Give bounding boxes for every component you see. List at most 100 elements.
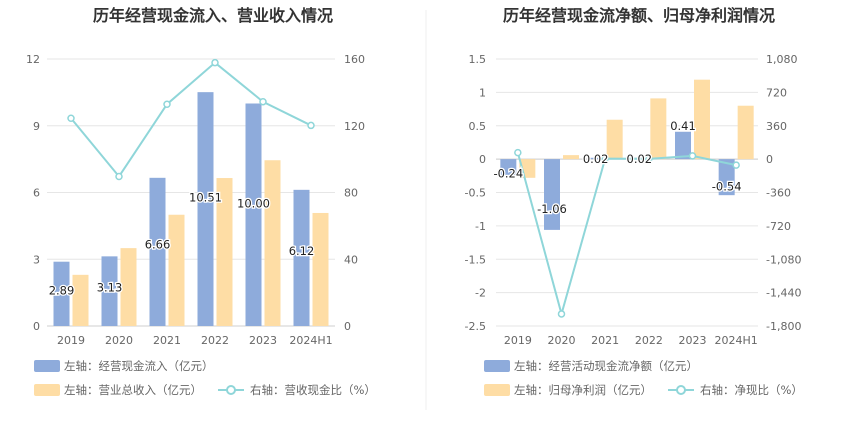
right-axis-tick-label: -720 (766, 220, 791, 233)
legend-swatch-bar-blue (484, 360, 510, 372)
bar-data-label: 10.00 (237, 197, 270, 211)
bar-yellow (72, 274, 89, 326)
left-axis-tick-label: 0.5 (469, 120, 487, 133)
ratio-line-point (645, 155, 653, 163)
ratio-line-point (259, 97, 267, 106)
bar-blue (293, 189, 310, 326)
right-axis-tick-label: -1,080 (766, 253, 801, 266)
bar-data-label: -1.06 (537, 202, 567, 216)
left-axis-tick-label: 0 (479, 153, 486, 166)
legend-label: 左轴：归母净利润（亿元） (514, 383, 652, 397)
x-axis-tick-label: 2021 (591, 334, 619, 347)
x-axis-tick-label: 2022 (201, 334, 229, 347)
bar-yellow (606, 119, 623, 160)
ratio-line (516, 152, 737, 318)
left-axis-tick-label: -1 (475, 220, 486, 233)
x-axis-tick-label: 2019 (504, 334, 532, 347)
right-chart-title: 历年经营现金流净额、归母净利润情况 (503, 6, 775, 25)
bar-yellow (650, 98, 667, 160)
bar-yellow (216, 178, 233, 326)
right-axis-tick-label: -360 (766, 187, 791, 200)
x-axis-tick-label: 2019 (57, 334, 85, 347)
ratio-line-point (557, 310, 566, 318)
right-axis-tick-label: 160 (344, 53, 365, 66)
bar-blue (587, 157, 604, 160)
bar-yellow (563, 155, 579, 160)
left-axis-tick-label: 1 (479, 86, 486, 99)
left-axis-tick-label: -2.5 (465, 320, 486, 333)
left-axis-tick-label: 12 (26, 53, 40, 66)
bar-blue (675, 131, 691, 160)
x-axis-tick-label: 2020 (548, 334, 576, 347)
bar-yellow (694, 79, 710, 160)
legend-label: 右轴：净现比（%） (700, 383, 803, 397)
right-legend: 左轴：经营活动现金流净额（亿元） 左轴：归母净利润（亿元） 右轴：净现比（%） (484, 359, 803, 397)
left-axis-tick-label: 3 (33, 253, 40, 266)
x-axis-tick-label: 2020 (105, 334, 133, 347)
bar-blue (101, 256, 118, 326)
x-axis-tick-label: 2023 (679, 334, 707, 347)
x-axis-tick-label: 2024H1 (289, 334, 332, 347)
bar-blue (149, 177, 166, 326)
left-chart-title: 历年经营现金流入、营业收入情况 (93, 6, 333, 25)
legend-swatch-bar-yellow (484, 384, 510, 396)
bar-blue (197, 92, 214, 326)
legend-swatch-bar-yellow (34, 384, 60, 396)
ratio-line-point (688, 152, 697, 160)
bar-data-label: -0.24 (493, 167, 523, 181)
bar-yellow (168, 214, 185, 326)
right-axis-tick-label: -1,800 (766, 320, 801, 333)
legend-swatch-marker (676, 385, 686, 395)
left-legend: 左轴：经营现金流入（亿元） 左轴：营业总收入（亿元） 右轴：营收现金比（%） (34, 359, 376, 397)
bar-data-label: 6.66 (145, 237, 171, 251)
ratio-line-point (732, 161, 740, 169)
bar-yellow (312, 212, 329, 326)
right-axis-tick-label: 360 (766, 120, 787, 133)
left-axis-tick-label: 0 (33, 320, 40, 333)
ratio-line-point (67, 114, 75, 122)
ratio-line-point (601, 154, 609, 163)
left-axis-tick-label: 6 (33, 187, 40, 200)
right-axis-tick-label: 40 (344, 253, 358, 266)
legend-label: 右轴：营收现金比（%） (250, 383, 376, 397)
right-axis-tick-label: 80 (344, 187, 358, 200)
left-axis-tick-label: -2 (475, 287, 486, 300)
right-axis-tick-label: 120 (344, 120, 365, 133)
ratio-line-point (163, 100, 171, 108)
x-axis-tick-label: 2023 (249, 334, 277, 347)
bar-data-label: 6.12 (289, 244, 315, 258)
bar-yellow (737, 105, 754, 160)
bar-blue (500, 159, 517, 176)
x-axis-tick-label: 2024H1 (715, 334, 758, 347)
left-axis-tick-label: -0.5 (465, 187, 486, 200)
bar-data-label: 2.89 (49, 284, 75, 298)
right-axis-tick-label: 720 (766, 86, 787, 99)
ratio-line-point (307, 121, 315, 130)
bar-data-label: -0.54 (712, 180, 742, 194)
legend-label: 左轴：经营现金流入（亿元） (64, 359, 214, 373)
ratio-line-point (211, 58, 219, 67)
left-axis-tick-label: 1.5 (469, 53, 487, 66)
bar-data-label: 10.51 (189, 190, 222, 204)
right-axis-tick-label: 0 (766, 153, 773, 166)
bar-blue (718, 159, 735, 196)
bar-blue (544, 159, 560, 230)
right-axis-tick-label: 1,080 (766, 53, 798, 66)
legend-label: 左轴：营业总收入（亿元） (64, 383, 202, 397)
right-panel: 历年经营现金流净额、归母净利润情况 1.5 1 0.5 0 -0.5 -1 -1.5 -2 -2… (465, 6, 802, 347)
bar-blue (53, 261, 70, 326)
right-axis-tick-label: 0 (344, 320, 351, 333)
left-axis-tick-label: -1.5 (465, 253, 486, 266)
legend-swatch-marker (226, 385, 236, 395)
x-axis-tick-label: 2022 (635, 334, 663, 347)
ratio-line-point (514, 148, 522, 157)
bar-blue (245, 103, 262, 326)
legend-swatch-bar-blue (34, 360, 60, 372)
x-axis-tick-label: 2021 (153, 334, 181, 347)
ratio-line-point (115, 172, 123, 181)
bar-data-label: 3.13 (97, 281, 123, 295)
right-axis-tick-label: -1,440 (766, 287, 801, 300)
